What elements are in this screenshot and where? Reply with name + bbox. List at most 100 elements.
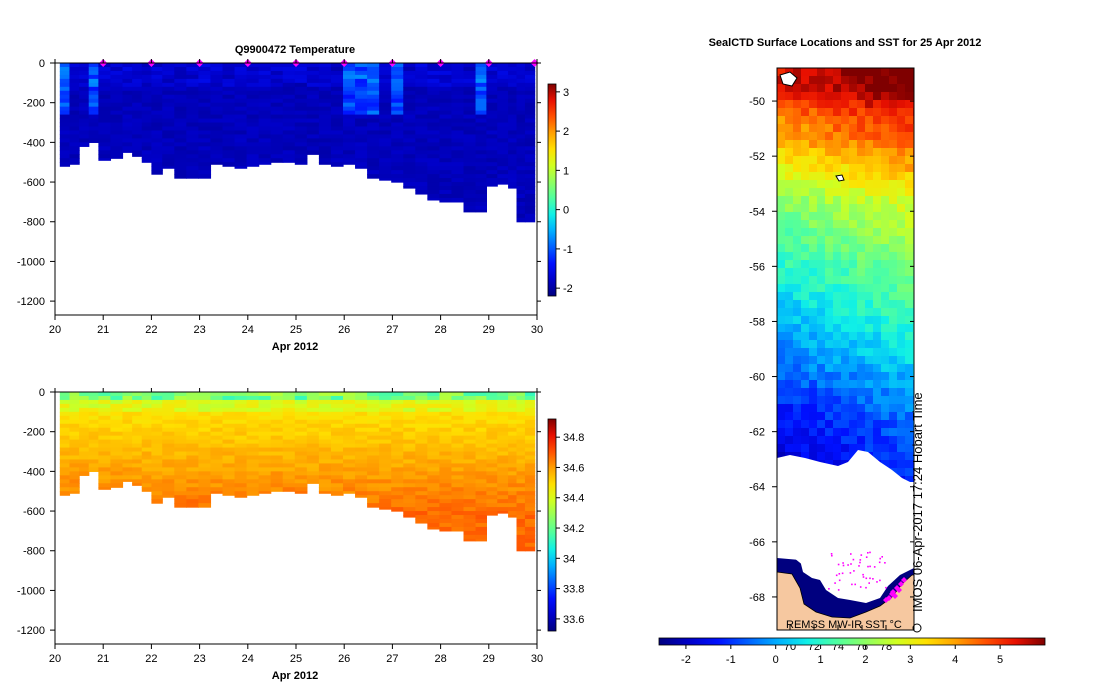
section-cell <box>122 114 133 120</box>
section-cell <box>439 70 453 76</box>
sst-cell <box>801 260 810 269</box>
sst-cell <box>881 364 890 373</box>
section-cell <box>379 463 392 468</box>
sst-cell <box>897 324 906 333</box>
sst-cell <box>801 76 810 85</box>
sst-cell <box>897 372 906 381</box>
section-cell <box>79 110 90 116</box>
sst-cell <box>849 436 858 445</box>
section-cell <box>451 70 465 76</box>
section-cell <box>222 150 236 155</box>
section-cell <box>516 114 526 120</box>
section-cell <box>186 451 199 457</box>
section-cell <box>282 451 296 457</box>
section-cell <box>330 447 344 453</box>
section-cell <box>367 166 380 171</box>
section-cell <box>516 130 526 136</box>
section-cell <box>88 138 99 143</box>
section-cell <box>497 146 509 151</box>
sst-cell <box>817 452 826 461</box>
section-cell <box>486 166 498 171</box>
section-cell <box>379 174 392 179</box>
section-cell <box>497 463 509 468</box>
section-cell <box>186 399 199 405</box>
sst-cell <box>785 220 794 229</box>
section-cell <box>132 455 143 461</box>
section-cell <box>330 66 344 72</box>
section-cell <box>246 439 260 445</box>
section-cell <box>391 483 404 488</box>
section-cell <box>463 467 477 472</box>
section-cell <box>198 419 212 425</box>
section-cell <box>122 431 133 437</box>
section-cell <box>516 423 526 429</box>
section-cell <box>162 86 175 92</box>
section-cell <box>475 455 487 461</box>
section-cell <box>210 86 224 92</box>
section-cell <box>516 90 526 96</box>
section-cell <box>343 483 356 488</box>
section-cell <box>88 63 99 68</box>
sst-cell <box>889 252 898 261</box>
sst-cell <box>817 116 826 125</box>
seal-track-point <box>881 556 883 558</box>
section-cell <box>451 74 465 80</box>
section-cell <box>330 126 344 132</box>
section-cell <box>270 78 284 84</box>
sst-cell <box>857 348 866 357</box>
section-cell <box>110 98 124 104</box>
sst-cell <box>777 436 786 445</box>
section-cell <box>451 114 465 120</box>
x-tick-label: 25 <box>290 653 302 665</box>
salinity-axes: 20 21 22 23 24 25 26 27 28 29 300-200-400-600-800-… <box>17 387 543 665</box>
sst-cell <box>801 356 810 365</box>
sst-cell <box>809 140 818 149</box>
sst-cell <box>793 260 802 269</box>
section-cell <box>367 154 380 159</box>
sst-cell <box>905 476 914 485</box>
map-y-tick-label: -68 <box>749 592 765 604</box>
section-cell <box>486 427 498 433</box>
section-cell <box>151 118 163 124</box>
sst-cell <box>841 316 850 325</box>
section-cell <box>270 110 284 116</box>
section-cell <box>198 483 212 488</box>
section-cell <box>451 392 465 397</box>
section-cell <box>451 451 465 457</box>
section-cell <box>186 170 199 175</box>
sst-cell <box>889 84 898 93</box>
section-cell <box>343 102 356 108</box>
sst-cell <box>873 444 882 453</box>
section-cell <box>415 158 428 163</box>
section-cell <box>524 463 536 468</box>
section-cell <box>451 82 465 88</box>
section-cell <box>391 118 404 124</box>
section-cell <box>282 439 296 445</box>
sst-cell <box>841 260 850 269</box>
sst-cell <box>865 364 874 373</box>
section-cell <box>132 415 143 421</box>
section-cell <box>270 90 284 96</box>
section-cell <box>174 459 187 465</box>
section-cell <box>475 463 487 468</box>
section-cell <box>270 63 284 68</box>
sst-cell <box>785 372 794 381</box>
sst-cell <box>881 212 890 221</box>
section-cell <box>330 443 344 449</box>
section-cell <box>475 475 487 480</box>
section-cell <box>403 74 416 80</box>
section-cell <box>355 407 368 413</box>
sst-cell <box>865 340 874 349</box>
section-cell <box>282 154 296 159</box>
section-cell <box>210 98 224 104</box>
section-cell <box>367 102 380 108</box>
sst-cell <box>857 284 866 293</box>
section-cell <box>174 134 187 139</box>
sst-cell <box>833 92 842 101</box>
section-cell <box>497 102 509 108</box>
sst-cell <box>905 84 914 93</box>
section-cell <box>415 162 428 167</box>
section-cell <box>246 110 260 116</box>
sst-cell <box>881 108 890 117</box>
section-cell <box>355 70 368 76</box>
